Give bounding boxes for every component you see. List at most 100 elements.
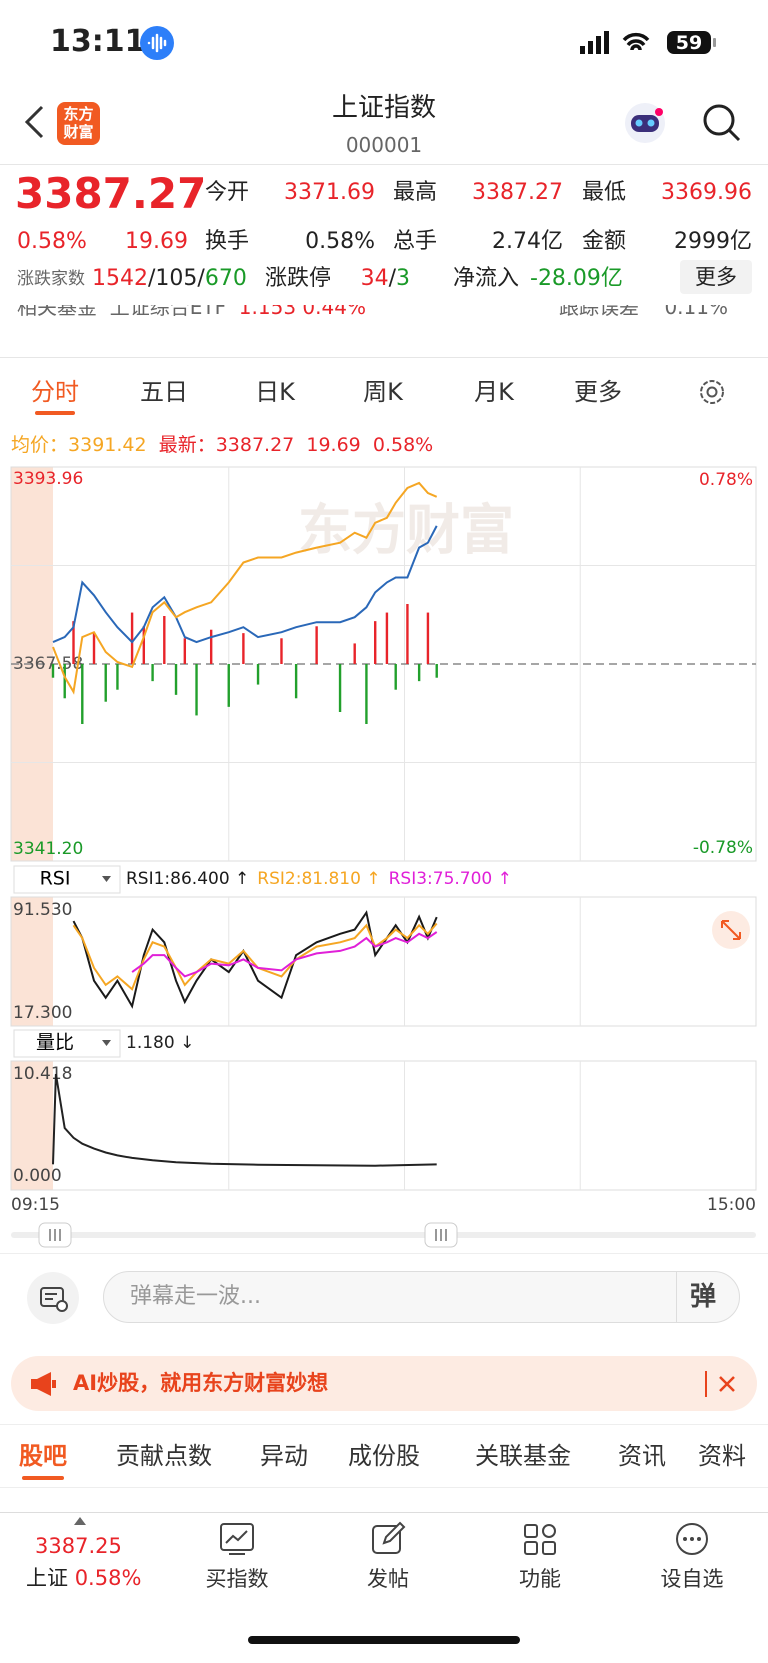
flow-bar <box>63 664 66 699</box>
danmaku-settings[interactable] <box>26 1271 80 1325</box>
content-tab[interactable]: 异动 <box>260 1442 308 1470</box>
bottom-button[interactable]: 发帖 <box>367 1567 409 1591</box>
avg-label: 均价： <box>11 434 69 456</box>
advancers: 1542 <box>92 266 148 291</box>
indicator-name: 量比 <box>36 1032 74 1054</box>
comment-placeholder: 弹幕走一波... <box>130 1284 261 1309</box>
up-arrow <box>74 1517 86 1525</box>
line-series <box>52 481 438 695</box>
flow-bar <box>256 664 260 685</box>
y-tick-label: 0.000 <box>13 1166 62 1186</box>
latest-label: 最新： <box>158 434 216 456</box>
line-series <box>52 1073 437 1167</box>
field-label: 换手 <box>205 229 250 254</box>
stock-code: 000001 <box>345 133 423 157</box>
change-pct: 0.58% <box>17 229 87 254</box>
pct-tick-label: 0.78% <box>699 470 753 490</box>
flow-bar <box>116 664 119 690</box>
bottom-quote[interactable]: 上证 0.58% <box>26 1565 141 1591</box>
bottom-price[interactable]: 3387.25 <box>35 1534 122 1558</box>
bottom-button[interactable]: 功能 <box>519 1567 561 1591</box>
home-indicator <box>248 1636 520 1644</box>
app-logo[interactable]: 东方 财富 <box>57 102 100 145</box>
logo-text: 财富 <box>63 123 94 141</box>
flow-bar <box>227 664 230 707</box>
line-series <box>131 931 438 978</box>
fund-name: 上证综合ETF <box>109 305 227 319</box>
close-banner[interactable] <box>718 1375 736 1393</box>
field-value: 3369.96 <box>661 180 752 205</box>
battery-level: 59 <box>675 32 703 54</box>
back-button[interactable] <box>22 104 48 140</box>
chart-legend: 均价：3391.42 最新：3387.27 19.69 0.58% <box>11 433 433 457</box>
legend-item: RSI2:81.810 ↑ <box>257 869 380 889</box>
content-tab[interactable]: 股吧 <box>19 1442 67 1470</box>
flow-bar <box>104 664 107 702</box>
divider <box>0 1253 768 1254</box>
bottom-change-pct: 0.58% <box>74 1566 142 1590</box>
status-time: 13:11 <box>50 24 146 59</box>
flow-bar <box>51 664 55 678</box>
bottom-button[interactable]: 设自选 <box>660 1567 724 1591</box>
index-name: 上证 <box>26 1566 68 1590</box>
search-button[interactable] <box>702 103 742 143</box>
flow-bar <box>294 664 298 699</box>
premarket-band <box>11 1061 53 1190</box>
y-tick-label: 91.530 <box>13 900 72 920</box>
dropdown-arrow <box>102 876 111 882</box>
chart-tab[interactable]: 五日 <box>140 378 188 406</box>
flow-bar <box>417 664 421 682</box>
danmaku-button[interactable]: 弹 <box>690 1282 717 1312</box>
content-tab[interactable]: 资讯 <box>618 1442 666 1470</box>
line-series <box>72 910 438 1009</box>
chart-tab[interactable]: 更多 <box>574 378 622 406</box>
more-button[interactable]: 更多 <box>680 260 752 294</box>
field-label: 今开 <box>205 180 250 205</box>
field-label: 最低 <box>582 180 627 205</box>
separator: / <box>388 266 396 291</box>
line-series <box>72 922 438 991</box>
related-fund-row[interactable]: 相关基金 上证综合ETF 1.153 0.44% 跟踪误差 0.11% <box>0 305 768 358</box>
settings-button[interactable] <box>697 377 727 407</box>
chart-tab[interactable]: 日K <box>255 378 295 406</box>
error-label: 跟踪误差 <box>559 305 640 319</box>
avg-value: 3391.42 <box>68 434 147 456</box>
comment-input[interactable] <box>103 1271 740 1323</box>
flow-bar <box>183 638 187 664</box>
indicator-selector[interactable] <box>13 1029 121 1058</box>
chart-tab[interactable]: 分时 <box>31 378 79 406</box>
flow-bar <box>195 664 198 716</box>
content-tab[interactable]: 关联基金 <box>475 1442 571 1470</box>
flow-bar <box>163 616 166 664</box>
limit: 34/3 <box>361 265 410 293</box>
x-tick-label: 15:00 <box>707 1195 756 1215</box>
expand-icon <box>721 920 741 940</box>
fund-change: 0.44% <box>302 305 366 319</box>
flow-bar <box>338 664 342 712</box>
chart-tab[interactable]: 周K <box>363 378 403 406</box>
indicator-selector[interactable] <box>13 865 121 894</box>
field-value: 2.74亿 <box>492 229 563 254</box>
content-tab[interactable]: 贡献点数 <box>116 1442 212 1470</box>
field-value: 3387.27 <box>472 180 563 205</box>
content-tab[interactable]: 资料 <box>698 1442 746 1470</box>
robot-icon[interactable] <box>622 100 668 146</box>
flow-bar <box>142 626 146 664</box>
fund-label: 相关基金 <box>17 305 97 319</box>
fund-text: 相关基金 上证综合ETF 1.153 0.44% <box>17 305 366 319</box>
chart-tab[interactable]: 月K <box>474 378 514 406</box>
flow-bar <box>72 621 75 664</box>
indicator-legend: RSI1:86.400 ↑ RSI2:81.810 ↑ RSI3:75.700 ↑ <box>126 869 512 889</box>
bottom-button[interactable]: 买指数 <box>205 1567 269 1591</box>
flow-bar <box>209 629 213 664</box>
breadth-label: 涨跌家数 <box>17 269 85 289</box>
divider <box>676 1272 677 1322</box>
flow-bar <box>151 664 154 682</box>
ai-banner[interactable] <box>11 1356 757 1411</box>
content-tab[interactable]: 成份股 <box>348 1442 420 1470</box>
field-label: 金额 <box>582 229 627 254</box>
chart-frame <box>10 896 757 1027</box>
flow-bar <box>353 643 356 664</box>
